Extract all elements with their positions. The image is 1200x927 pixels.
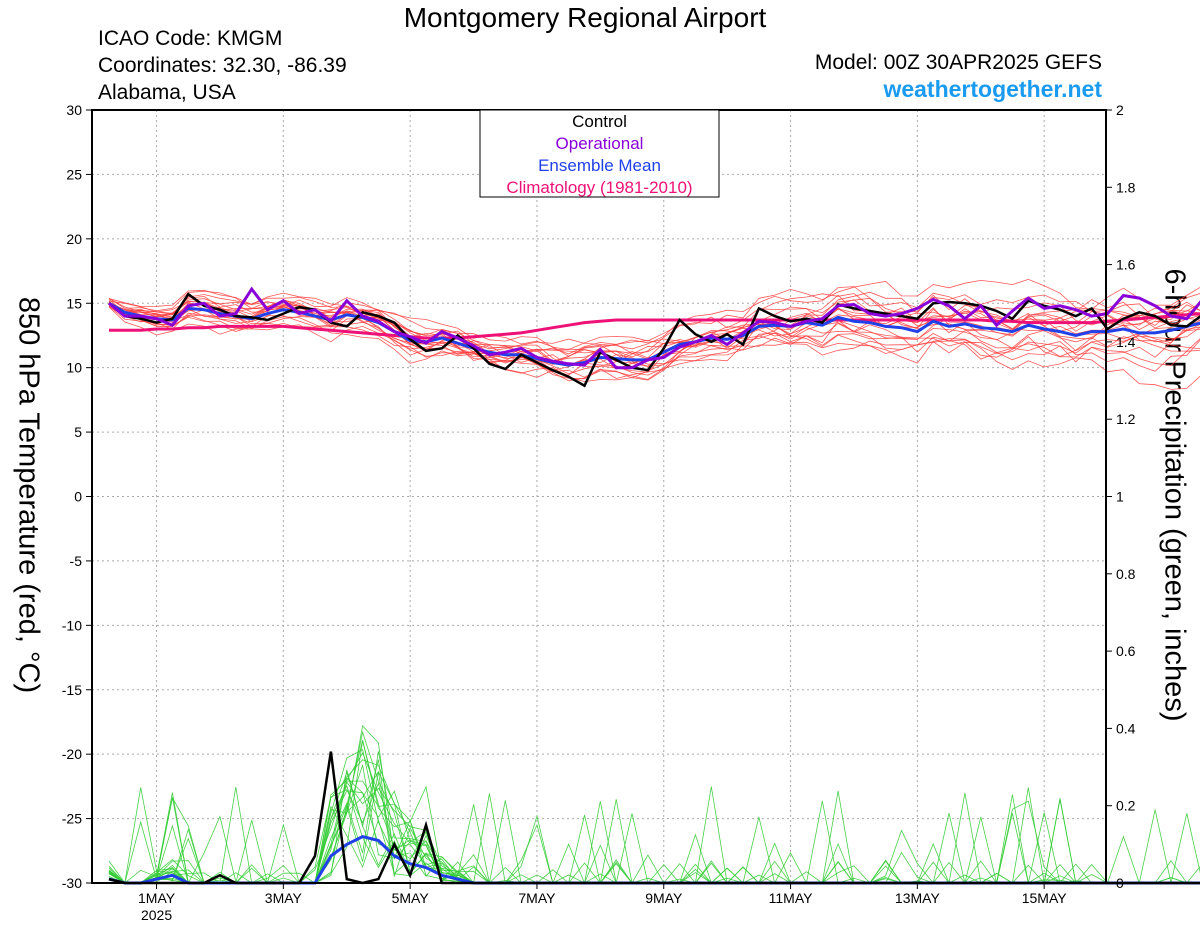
legend-item: Climatology (1981-2010) <box>506 178 692 197</box>
legend-box: Control Operational Ensemble Mean Climatolo… <box>479 109 720 198</box>
precip-member-line <box>108 800 1200 884</box>
region-label: Alabama, USA <box>98 81 236 104</box>
y2-tick-label: 1.2 <box>1116 411 1136 427</box>
temp-member-line <box>108 306 1200 390</box>
temp-member-line <box>108 292 1200 362</box>
coordinates-label: Coordinates: 32.30, -86.39 <box>98 54 347 77</box>
precip-member-line <box>108 740 1200 885</box>
y-tick-label: -20 <box>62 746 82 762</box>
x-tick-label: 11MAY <box>769 890 813 906</box>
precip-member-line <box>108 751 1200 884</box>
legend-item: Control <box>572 112 627 131</box>
model-run-label: Model: 00Z 30APR2025 GEFS <box>814 51 1102 74</box>
precip-member-line <box>108 781 1200 884</box>
y-tick-label: 15 <box>66 295 82 311</box>
precip-member-line <box>108 740 1200 884</box>
site-link[interactable]: weathertogether.net <box>883 76 1102 102</box>
x-tick-label: 9MAY <box>645 890 683 906</box>
x-tick-label: 7MAY <box>518 890 556 906</box>
grid-lines <box>92 110 1106 883</box>
y-tick-label: 25 <box>66 166 82 182</box>
y-tick-label: 20 <box>66 231 82 247</box>
y-tick-label: -10 <box>62 617 82 633</box>
y2-tick-label: 0 <box>1116 875 1124 891</box>
y-tick-label: -15 <box>62 682 82 698</box>
y2-tick-label: 0.6 <box>1116 643 1136 659</box>
legend-item: Ensemble Mean <box>538 156 661 175</box>
temp-operational-line <box>108 286 1200 370</box>
y-tick-label: 5 <box>74 424 82 440</box>
precip-member-line <box>108 780 1200 884</box>
legend-item: Operational <box>556 134 644 153</box>
temp-ensemble-mean-line <box>108 301 1200 367</box>
x-tick-label: 5MAY <box>392 890 430 906</box>
precip-member-lines <box>108 724 1200 885</box>
y2-tick-label: 2 <box>1116 102 1124 118</box>
y-tick-label: -30 <box>62 875 82 891</box>
y2-tick-label: 0.4 <box>1116 720 1136 736</box>
climatology-line <box>109 312 1200 340</box>
y2-tick-label: 1.4 <box>1116 334 1136 350</box>
icao-code-label: ICAO Code: KMGM <box>98 27 283 50</box>
temp-member-line <box>108 301 1200 365</box>
axis-ticks: 302520151050-5-10-15-20-25-3021.81.61.41… <box>62 102 1136 923</box>
chart-title: Montgomery Regional Airport <box>403 2 767 33</box>
y2-tick-label: 0.8 <box>1116 566 1136 582</box>
y2-tick-label: 1.8 <box>1116 179 1136 195</box>
x-tick-sublabel: 2025 <box>141 907 172 923</box>
x-tick-label: 13MAY <box>895 890 941 906</box>
y2-tick-label: 1 <box>1116 489 1124 505</box>
y-tick-label: 10 <box>66 360 82 376</box>
temp-member-line <box>108 300 1200 382</box>
x-tick-label: 1MAY <box>138 890 176 906</box>
y-tick-label: -25 <box>62 811 82 827</box>
y-tick-label: 0 <box>74 489 82 505</box>
precip-member-line <box>108 724 1200 884</box>
y2-tick-label: 0.2 <box>1116 798 1136 814</box>
temp-member-line <box>108 289 1200 359</box>
y-tick-label: 30 <box>66 102 82 118</box>
y2-tick-label: 1.6 <box>1116 257 1136 273</box>
x-tick-label: 15MAY <box>1022 890 1068 906</box>
precip-member-line <box>108 730 1200 885</box>
precip-ensemble-mean-line <box>108 835 1200 885</box>
temp-member-line <box>108 278 1200 351</box>
y-tick-label: -5 <box>70 553 83 569</box>
x-tick-label: 3MAY <box>265 890 303 906</box>
legend-frame <box>479 109 720 198</box>
